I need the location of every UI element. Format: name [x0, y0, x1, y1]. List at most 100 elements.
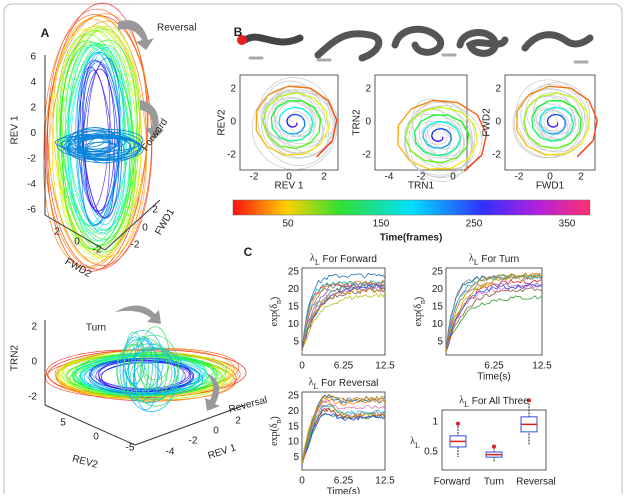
tick-label: 25 — [288, 391, 300, 402]
panel-label: B — [234, 25, 243, 39]
arrow — [115, 305, 161, 324]
lyapunov-plot — [302, 392, 385, 470]
axis-label: λL — [410, 436, 420, 450]
plot-area — [375, 75, 467, 170]
tick-label: -2 — [189, 436, 198, 447]
colorbar-label: Time(frames) — [380, 233, 443, 244]
text: ) — [414, 297, 425, 300]
tick-label: -2 — [27, 154, 36, 165]
tick-label: 20 — [432, 284, 444, 295]
tick-label: 0 — [230, 117, 236, 128]
tick-label: 12.5 — [532, 361, 552, 372]
tick-label: 0 — [142, 223, 148, 234]
label: Turn — [86, 323, 106, 334]
tick-label: 15 — [432, 302, 444, 313]
tick-label: 0 — [93, 432, 99, 443]
tick-label: 25 — [432, 267, 444, 278]
tick-label: -2 — [515, 172, 524, 183]
tick-label: 0 — [299, 476, 305, 487]
plot-title: λL For Forward — [310, 253, 377, 267]
colorbar — [233, 200, 590, 215]
tick-label: 0 — [213, 426, 219, 437]
colored-trajectory — [467, 133, 468, 146]
colored-trajectory — [436, 129, 441, 130]
symbol: exp(δ — [269, 304, 280, 327]
axis-label: Time(s) — [327, 487, 361, 494]
tick-label: 250 — [466, 219, 483, 230]
tick-label: 2 — [578, 172, 584, 183]
tick-label: 2 — [31, 322, 37, 333]
worms — [237, 29, 590, 62]
axis-label: TRN2 — [10, 345, 21, 372]
tick-label: -4 — [385, 172, 394, 183]
tick-label: 2 — [30, 103, 36, 114]
plot-title: λL For Turn — [469, 253, 519, 267]
tick-label: 5 — [293, 336, 299, 347]
tick-label: 10 — [288, 437, 300, 448]
tick-label: -5 — [126, 443, 135, 454]
tick-label: 6 — [30, 52, 36, 63]
tick-label: 2 — [230, 84, 236, 95]
axis-label: FWD2 — [482, 108, 493, 137]
axis-label: exp(δn) — [413, 297, 427, 327]
tick-label: 2 — [54, 227, 60, 238]
plot-title: λL For All Three — [459, 395, 529, 409]
colored-trajectory — [291, 114, 296, 115]
tick-label: 2 — [235, 416, 241, 427]
tick-label: -6 — [27, 205, 36, 216]
tick-label: 10 — [288, 319, 300, 330]
text: ) — [270, 416, 281, 419]
axis-label: REV 1 — [10, 115, 21, 144]
tick-label: 0 — [299, 361, 305, 372]
tick-label: Reversal — [516, 477, 555, 488]
panel-label: C — [244, 245, 253, 259]
symbol: exp(δ — [269, 423, 280, 446]
text: For Forward — [320, 254, 377, 265]
tick-label: 15 — [288, 302, 300, 313]
tick-label: 0 — [30, 128, 36, 139]
tick-label: 15 — [288, 421, 300, 432]
axis-label: FWD2 — [63, 256, 93, 280]
axis — [45, 405, 135, 445]
tick-label: 1 — [432, 417, 438, 428]
tick-label: 20 — [288, 406, 300, 417]
tick-label: -4 — [166, 447, 175, 458]
tick-label: 20 — [288, 284, 300, 295]
tick-label: 0 — [74, 237, 80, 248]
tick-label: 4 — [30, 77, 36, 88]
tick-label: 10 — [432, 319, 444, 330]
tick-label: Turn — [484, 477, 504, 488]
phase-plot — [499, 66, 603, 172]
tick-label: -2 — [250, 172, 259, 183]
axis-label: FWD1 — [536, 181, 565, 192]
label: Reversal — [157, 23, 196, 34]
lyapunov-plot — [302, 268, 385, 355]
axis-label: REV2 — [71, 453, 100, 470]
label: Reversal — [228, 395, 269, 416]
tick-label: -2 — [93, 245, 102, 256]
panel-a-bottom-plot — [45, 305, 246, 445]
lyapunov-plot — [446, 268, 542, 355]
tick-label: 150 — [373, 219, 390, 230]
subscript: L — [415, 441, 420, 450]
tick-label: 2 — [321, 172, 327, 183]
tick-label: 25 — [288, 267, 300, 278]
plot-area — [302, 392, 385, 470]
panel-label: A — [41, 26, 50, 40]
tick-label: -4 — [27, 179, 36, 190]
phase-plot — [240, 69, 345, 175]
tick-label: 2 — [152, 205, 158, 216]
axis-label: TRN1 — [408, 181, 435, 192]
tick-label: 12.5 — [375, 361, 395, 372]
tick-label: 350 — [559, 219, 576, 230]
tick-label: 12.5 — [375, 476, 395, 487]
tick-label: -2 — [492, 150, 501, 161]
tick-label: 0 — [31, 357, 37, 368]
trajectory — [134, 337, 152, 395]
tick-label: 2 — [495, 84, 501, 95]
outlier — [456, 422, 460, 426]
text: For All Three — [469, 396, 529, 407]
tick-label: -2 — [227, 150, 236, 161]
axis-label: REV 1 — [275, 181, 304, 192]
